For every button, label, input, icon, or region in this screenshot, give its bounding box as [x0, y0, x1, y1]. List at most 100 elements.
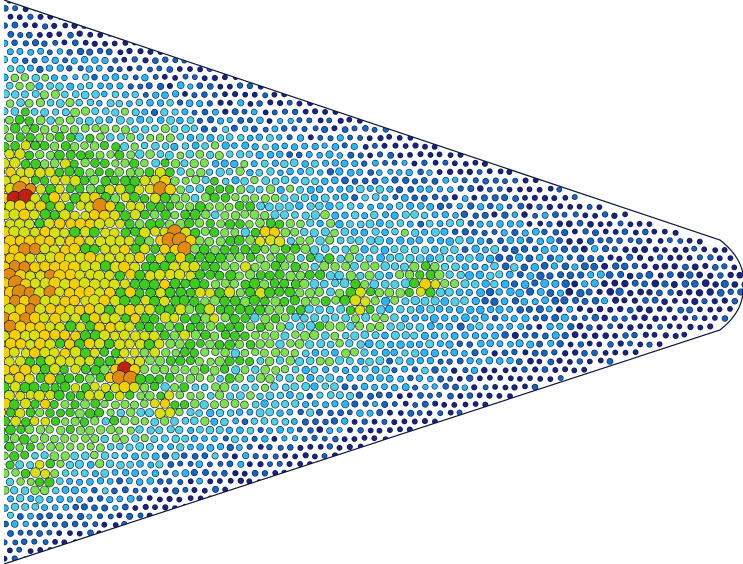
particle [405, 168, 413, 177]
particle [294, 339, 305, 349]
particle [191, 141, 200, 150]
particle [269, 330, 280, 341]
particle [677, 306, 685, 314]
particle [606, 358, 614, 365]
particle [617, 340, 624, 347]
particle [656, 254, 664, 261]
particle [374, 271, 384, 281]
particle [317, 134, 324, 141]
particle [31, 57, 38, 64]
particle [350, 331, 360, 341]
particle [576, 289, 585, 298]
particle [641, 246, 649, 253]
particle [195, 460, 204, 468]
particle [581, 350, 588, 357]
particle [241, 470, 248, 477]
particle [7, 13, 14, 20]
particle [230, 399, 240, 408]
particle [4, 504, 9, 512]
particle [486, 168, 493, 175]
particle [250, 175, 259, 185]
particle [46, 82, 54, 90]
particle [621, 228, 629, 235]
particle [189, 296, 200, 307]
particle [75, 425, 86, 435]
particle [365, 254, 374, 263]
particle [121, 503, 129, 511]
particle [32, 22, 38, 29]
particle [255, 150, 264, 160]
particle [185, 202, 195, 212]
particle [301, 142, 309, 150]
particle [52, 108, 60, 116]
particle [707, 323, 714, 330]
particle [446, 254, 454, 263]
particle [129, 209, 141, 221]
particle [104, 217, 115, 229]
particle [125, 168, 136, 178]
particle [35, 425, 46, 435]
particle [576, 254, 585, 263]
particle [281, 125, 288, 132]
particle [199, 244, 210, 255]
particle [427, 236, 435, 244]
particle [331, 400, 339, 408]
particle [481, 348, 488, 356]
particle [546, 203, 553, 211]
particle [341, 366, 350, 375]
particle [230, 159, 239, 169]
particle [345, 270, 356, 281]
particle [286, 99, 293, 106]
particle [737, 288, 743, 296]
particle [50, 416, 61, 426]
particle [225, 236, 236, 246]
particle [345, 339, 354, 348]
particle [325, 271, 336, 281]
particle [109, 415, 120, 426]
particle [257, 443, 264, 450]
particle [361, 365, 369, 373]
particle [19, 434, 30, 445]
particle [736, 271, 743, 279]
particle [85, 133, 95, 143]
particle [364, 270, 375, 281]
particle [402, 176, 410, 184]
particle [466, 357, 474, 365]
particle [322, 401, 329, 409]
particle [510, 280, 519, 288]
particle [111, 452, 119, 459]
particle [195, 322, 205, 332]
particle [226, 392, 235, 401]
particle [560, 245, 568, 253]
particle [46, 116, 55, 125]
particle [445, 270, 454, 279]
particle [429, 314, 439, 323]
particle [541, 194, 549, 202]
particle [367, 427, 374, 434]
particle [120, 158, 130, 168]
particle [162, 56, 169, 63]
particle [497, 237, 504, 245]
particle [326, 117, 333, 124]
particle [187, 426, 195, 434]
particle [231, 435, 239, 444]
particle [181, 108, 189, 116]
particle [171, 348, 180, 358]
particle [128, 381, 140, 393]
particle [645, 270, 654, 279]
particle [320, 279, 329, 289]
particle [341, 211, 349, 219]
particle [741, 281, 743, 288]
particle [211, 74, 218, 82]
particle [335, 391, 344, 400]
particle [237, 460, 245, 468]
particle [417, 220, 425, 228]
particle [475, 253, 484, 262]
particle [187, 443, 194, 451]
particle [89, 141, 100, 151]
particle [301, 382, 311, 391]
particle [216, 219, 226, 229]
particle [196, 477, 203, 485]
particle [175, 201, 184, 211]
